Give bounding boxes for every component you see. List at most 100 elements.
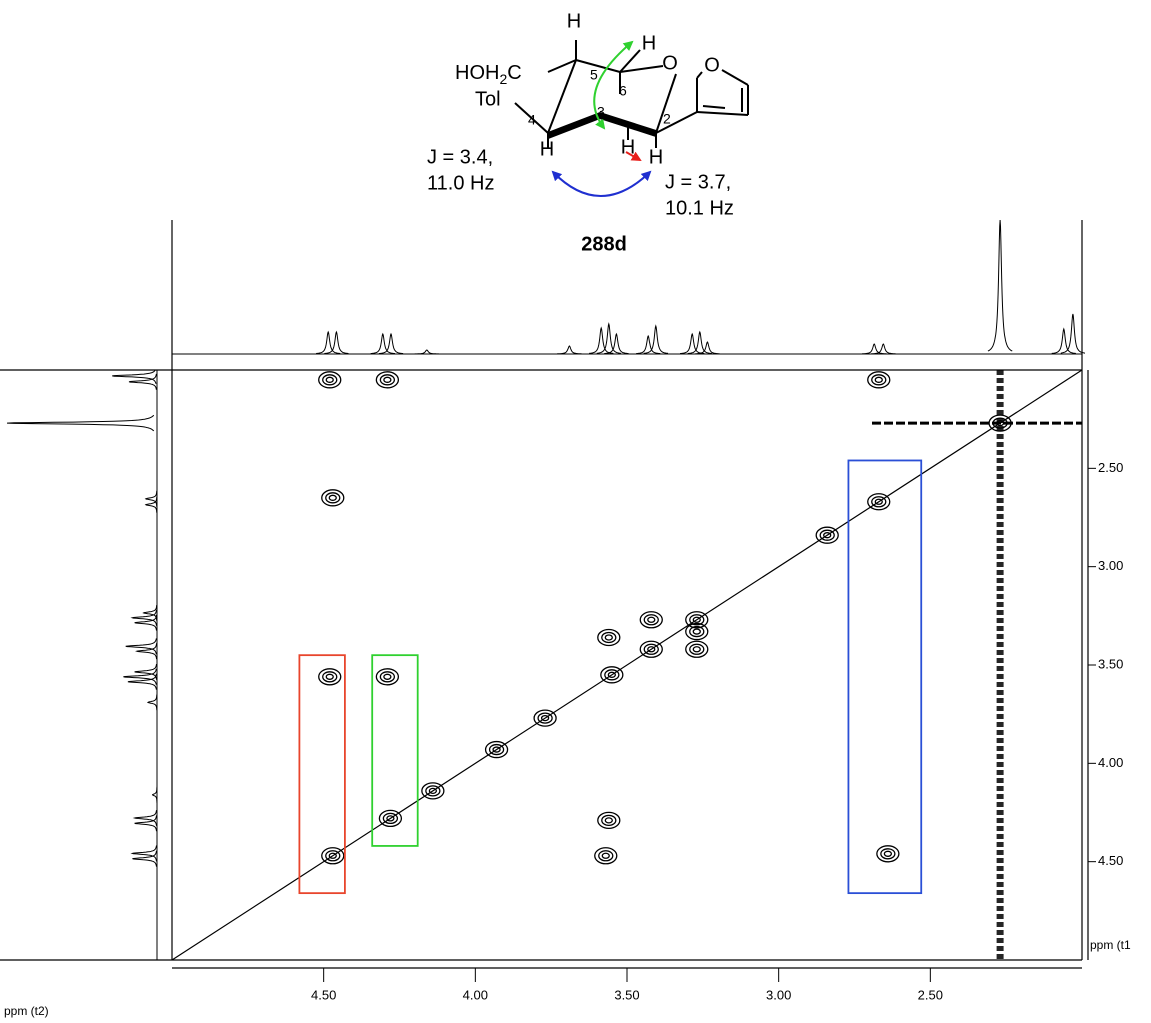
cross-peak xyxy=(639,640,663,658)
contour xyxy=(883,850,893,857)
contour xyxy=(607,671,616,678)
contour xyxy=(378,809,403,828)
projection-peak xyxy=(132,810,157,826)
diagonal xyxy=(171,369,1083,961)
contour xyxy=(601,814,617,827)
contour xyxy=(325,376,334,383)
highlight-box xyxy=(298,654,346,895)
contour xyxy=(537,712,553,724)
projection-peak xyxy=(134,815,157,832)
substituent-part: HOH xyxy=(455,62,499,84)
contour xyxy=(689,625,705,638)
y-tick-label: 4.50 xyxy=(1098,853,1123,868)
atom-label: H xyxy=(567,10,581,32)
contour xyxy=(643,643,659,655)
cross-peak xyxy=(597,628,621,647)
projection-peak xyxy=(324,330,349,354)
contour xyxy=(325,673,334,680)
contour xyxy=(601,852,610,859)
cross-peak xyxy=(378,809,403,828)
position-number: 5 xyxy=(590,67,598,83)
contour xyxy=(421,782,445,800)
coupling: 10.1 Hz xyxy=(665,197,734,219)
contour xyxy=(880,848,896,860)
position-number: 6 xyxy=(619,83,627,99)
atom-label: H xyxy=(642,32,656,54)
cross-peak xyxy=(685,611,709,629)
substituent: HOH2C xyxy=(455,62,522,86)
cross-peak xyxy=(533,709,557,727)
cross-peak xyxy=(600,666,624,684)
contour xyxy=(685,640,709,658)
y-tick-label: 3.00 xyxy=(1098,558,1123,573)
y-tick-label: 2.50 xyxy=(1098,460,1123,475)
contour xyxy=(867,371,891,389)
frame xyxy=(0,220,1089,969)
projection-peak xyxy=(557,345,582,355)
projection-peak xyxy=(636,334,661,355)
projection-peak xyxy=(128,373,157,390)
contour xyxy=(425,785,441,797)
contour xyxy=(428,787,438,795)
cross-peak xyxy=(318,668,342,686)
cross-peak xyxy=(685,640,709,658)
cross-peak xyxy=(867,371,891,389)
y-axis-label: ppm (t1 xyxy=(1090,938,1131,952)
cross-peak xyxy=(421,782,445,800)
projection-peak xyxy=(135,643,158,660)
contour xyxy=(375,668,400,686)
contour xyxy=(692,646,701,653)
contour xyxy=(874,498,883,505)
contour xyxy=(322,671,338,683)
contour xyxy=(871,496,887,508)
projection-peak xyxy=(596,322,621,354)
projection-peak xyxy=(414,349,439,355)
contour xyxy=(598,850,614,862)
y-tick-label: 4.00 xyxy=(1098,755,1123,770)
contour xyxy=(874,376,883,383)
projection-peak xyxy=(132,850,157,867)
contour xyxy=(383,673,392,680)
projection-peak xyxy=(987,219,1013,352)
contour xyxy=(492,746,501,753)
contour xyxy=(604,817,613,824)
contour xyxy=(375,371,400,389)
contour xyxy=(643,614,659,626)
cross-peak xyxy=(375,371,400,389)
cross-peak xyxy=(321,847,345,865)
atom-label: H xyxy=(540,138,554,160)
position-number: 4 xyxy=(528,112,536,128)
projection-peak xyxy=(1051,327,1076,354)
projection-peak xyxy=(142,605,158,621)
projection-peak xyxy=(316,330,341,354)
cross-peak xyxy=(639,611,663,629)
atom-label: O xyxy=(662,52,678,74)
x-tick-label: 4.00 xyxy=(463,987,488,1002)
contour xyxy=(383,376,392,383)
contour xyxy=(328,852,337,859)
contour xyxy=(382,812,399,825)
contour xyxy=(597,628,621,647)
contour xyxy=(639,611,663,629)
highlight-box xyxy=(847,459,923,895)
projection-peak xyxy=(144,496,158,513)
contour xyxy=(484,740,509,759)
projection-peak xyxy=(6,414,155,432)
contour xyxy=(689,614,705,626)
contour xyxy=(379,374,396,386)
contour xyxy=(321,847,345,865)
y-tick-label: 3.50 xyxy=(1098,656,1123,671)
contour xyxy=(318,371,342,389)
x-tick-label: 2.50 xyxy=(918,987,943,1002)
contour xyxy=(988,414,1012,432)
contour xyxy=(692,628,701,635)
cross-peak xyxy=(318,371,342,389)
contour xyxy=(533,709,557,727)
substituent: Tol xyxy=(475,88,501,110)
atom-label: H xyxy=(649,146,663,168)
contour xyxy=(325,850,341,862)
coupling: J = 3.7, xyxy=(665,171,731,193)
projection-peak xyxy=(378,332,404,355)
cross-peak xyxy=(988,414,1012,432)
